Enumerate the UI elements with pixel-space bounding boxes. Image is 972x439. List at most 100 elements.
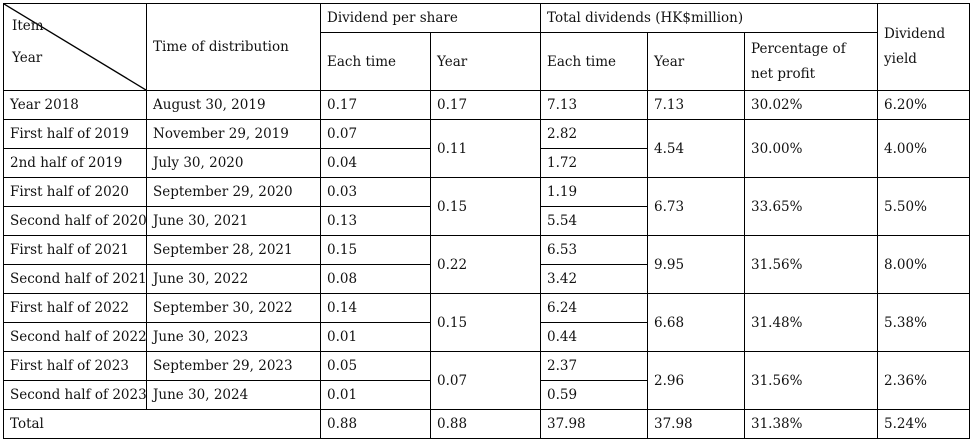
total-percentage: 31.38% bbox=[743, 409, 879, 439]
yield-cell: 2.36% bbox=[877, 351, 971, 410]
dps-each-cell: 0.03 bbox=[320, 177, 431, 207]
yield-cell: 8.00% bbox=[877, 235, 971, 294]
dps-year-cell: 0.22 bbox=[430, 235, 541, 294]
total-yield: 5.24% bbox=[877, 409, 971, 439]
table-row: Year 2018 August 30, 2019 0.17 0.17 7.13… bbox=[3, 90, 971, 120]
td-each-cell: 2.82 bbox=[540, 119, 648, 149]
percentage-cell: 31.56% bbox=[743, 235, 879, 294]
percentage-cell: 30.00% bbox=[743, 119, 879, 178]
td-year-cell: 7.13 bbox=[647, 90, 745, 120]
diagonal-divider bbox=[4, 4, 146, 90]
time-cell: September 29, 2023 bbox=[146, 351, 321, 381]
time-cell: June 30, 2023 bbox=[146, 322, 321, 352]
header-row-2: Each time Year Each time Year Percentage… bbox=[4, 32, 970, 91]
dps-year-cell: 0.17 bbox=[430, 90, 541, 120]
total-dividends-header: Total dividends (HK$million) bbox=[539, 3, 879, 33]
dividend-yield-header: Dividend yield bbox=[877, 3, 971, 91]
table-row: Second half of 2023 June 30, 2024 0.01 0… bbox=[3, 380, 970, 410]
yield-cell: 6.20% bbox=[877, 90, 971, 120]
time-of-distribution-header: Time of distribution bbox=[146, 3, 321, 91]
td-each-cell: 6.24 bbox=[540, 293, 648, 323]
td-each-cell: 2.37 bbox=[540, 351, 648, 381]
dps-year-cell: 0.15 bbox=[430, 293, 541, 352]
dps-each-cell: 0.05 bbox=[320, 351, 431, 381]
time-cell: June 30, 2022 bbox=[146, 264, 321, 294]
total-dps-each: 0.88 bbox=[320, 409, 431, 439]
table-row: First half of 2023 September 29, 2023 0.… bbox=[3, 351, 971, 410]
time-cell: July 30, 2020 bbox=[146, 148, 321, 178]
dps-each-cell: 0.07 bbox=[320, 119, 431, 149]
dividend-table: Item Year Time of distribution Dividend … bbox=[3, 3, 971, 439]
yield-cell: 4.00% bbox=[877, 119, 971, 178]
percentage-cell: 30.02% bbox=[743, 90, 879, 120]
dps-year-cell: 0.07 bbox=[430, 351, 541, 410]
dps-each-cell: 0.17 bbox=[320, 90, 431, 120]
table-row: First half of 2022 September 30, 2022 0.… bbox=[3, 293, 971, 352]
total-label: Total bbox=[3, 409, 321, 439]
year-label: Year bbox=[12, 50, 43, 66]
dps-each-cell: 0.04 bbox=[320, 148, 431, 178]
percentage-cell: 33.65% bbox=[743, 177, 879, 236]
td-each-cell: 1.19 bbox=[540, 177, 648, 207]
td-year-cell: 2.96 bbox=[647, 351, 745, 410]
time-cell: June 30, 2024 bbox=[146, 380, 321, 410]
percentage-cell: 31.48% bbox=[743, 293, 879, 352]
dps-year-cell: 0.15 bbox=[430, 177, 541, 236]
time-cell: September 29, 2020 bbox=[146, 177, 321, 207]
period-cell: Year 2018 bbox=[3, 90, 147, 120]
td-each-cell: 5.54 bbox=[540, 206, 648, 236]
period-cell: First half of 2021 bbox=[3, 235, 147, 265]
td-each-cell: 3.42 bbox=[540, 264, 648, 294]
table-row: Second half of 2022 June 30, 2023 0.01 0… bbox=[3, 322, 970, 352]
total-td-year: 37.98 bbox=[647, 409, 745, 439]
total-td-each: 37.98 bbox=[540, 409, 648, 439]
dps-each-cell: 0.13 bbox=[320, 206, 431, 236]
total-dps-year: 0.88 bbox=[430, 409, 541, 439]
time-cell: August 30, 2019 bbox=[146, 90, 321, 120]
period-cell: 2nd half of 2019 bbox=[3, 148, 147, 178]
dps-year-cell: 0.11 bbox=[430, 119, 541, 178]
period-cell: Second half of 2023 bbox=[3, 380, 147, 410]
td-year-cell: 6.73 bbox=[647, 177, 745, 236]
dps-each-cell: 0.01 bbox=[320, 380, 431, 410]
time-cell: September 28, 2021 bbox=[146, 235, 321, 265]
td-year-cell: 6.68 bbox=[647, 293, 745, 352]
item-label: Item bbox=[12, 18, 44, 34]
dps-each-cell: 0.14 bbox=[320, 293, 431, 323]
dps-each-time-header: Each time bbox=[320, 32, 431, 91]
td-percentage-header: Percentage of net profit bbox=[743, 32, 879, 91]
dps-year-header: Year bbox=[430, 32, 541, 91]
header-row-1: Item Year Time of distribution Dividend … bbox=[3, 3, 971, 91]
yield-cell: 5.50% bbox=[877, 177, 971, 236]
total-row: Total 0.88 0.88 37.98 37.98 31.38% 5.24% bbox=[3, 409, 971, 439]
td-each-cell: 7.13 bbox=[540, 90, 648, 120]
period-cell: First half of 2023 bbox=[3, 351, 147, 381]
period-cell: First half of 2019 bbox=[3, 119, 147, 149]
item-year-header-cell: Item Year bbox=[3, 3, 147, 91]
td-each-cell: 0.59 bbox=[540, 380, 648, 410]
td-year-cell: 4.54 bbox=[647, 119, 745, 178]
time-cell: September 30, 2022 bbox=[146, 293, 321, 323]
dps-each-cell: 0.01 bbox=[320, 322, 431, 352]
period-cell: First half of 2022 bbox=[3, 293, 147, 323]
td-each-cell: 0.44 bbox=[540, 322, 648, 352]
table-row: First half of 2020 September 29, 2020 0.… bbox=[3, 177, 971, 236]
td-year-cell: 9.95 bbox=[647, 235, 745, 294]
time-cell: June 30, 2021 bbox=[146, 206, 321, 236]
table-row: Second half of 2021 June 30, 2022 0.08 3… bbox=[3, 264, 970, 294]
table-row: First half of 2021 September 28, 2021 0.… bbox=[3, 235, 971, 294]
td-each-time-header: Each time bbox=[540, 32, 648, 91]
td-each-cell: 6.53 bbox=[540, 235, 648, 265]
period-cell: Second half of 2022 bbox=[3, 322, 147, 352]
yield-cell: 5.38% bbox=[877, 293, 971, 352]
td-year-header: Year bbox=[647, 32, 745, 91]
dps-each-cell: 0.08 bbox=[320, 264, 431, 294]
dividend-per-share-header: Dividend per share bbox=[320, 3, 541, 33]
td-each-cell: 1.72 bbox=[540, 148, 648, 178]
dps-each-cell: 0.15 bbox=[320, 235, 431, 265]
period-cell: Second half of 2020 bbox=[3, 206, 147, 236]
period-cell: First half of 2020 bbox=[3, 177, 147, 207]
time-cell: November 29, 2019 bbox=[146, 119, 321, 149]
table-row: First half of 2019 November 29, 2019 0.0… bbox=[3, 119, 971, 178]
percentage-cell: 31.56% bbox=[743, 351, 879, 410]
